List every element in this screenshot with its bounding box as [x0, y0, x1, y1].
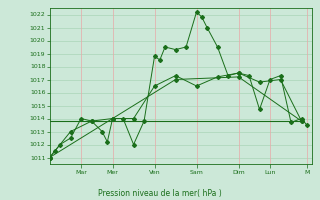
- Text: Pression niveau de la mer( hPa ): Pression niveau de la mer( hPa ): [98, 189, 222, 198]
